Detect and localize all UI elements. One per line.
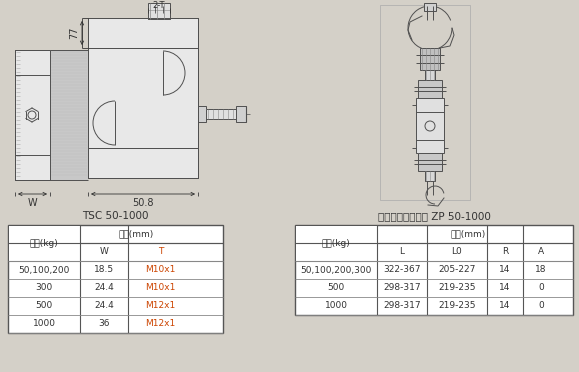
- Bar: [236, 106, 246, 122]
- Text: 18: 18: [535, 266, 547, 275]
- Bar: [50, 50, 88, 180]
- Text: W: W: [100, 247, 108, 257]
- Bar: [148, 3, 170, 19]
- Text: 容量(kg): 容量(kg): [321, 238, 350, 247]
- Bar: [236, 106, 246, 122]
- Bar: [295, 225, 573, 315]
- Text: 77: 77: [69, 27, 79, 39]
- Bar: [88, 18, 198, 178]
- Text: 50.8: 50.8: [132, 198, 154, 208]
- Bar: [416, 98, 444, 153]
- Bar: [418, 80, 442, 98]
- Bar: [88, 148, 198, 178]
- Text: 关节轴承式连接件 ZP 50-1000: 关节轴承式连接件 ZP 50-1000: [378, 211, 490, 221]
- Text: 14: 14: [499, 283, 511, 292]
- Bar: [88, 18, 198, 48]
- Bar: [148, 3, 170, 19]
- Bar: [8, 225, 223, 333]
- Text: 298-317: 298-317: [383, 283, 421, 292]
- Bar: [425, 70, 435, 80]
- Bar: [418, 80, 442, 98]
- Text: 容量(kg): 容量(kg): [30, 238, 58, 247]
- Bar: [198, 106, 206, 122]
- Text: 219-235: 219-235: [438, 301, 476, 311]
- Text: 14: 14: [499, 301, 511, 311]
- Text: 0: 0: [538, 301, 544, 311]
- Text: 298-317: 298-317: [383, 301, 421, 311]
- Bar: [416, 98, 444, 153]
- Text: 尺寸(mm): 尺寸(mm): [119, 230, 154, 238]
- Bar: [296, 226, 377, 261]
- Text: 18.5: 18.5: [94, 266, 114, 275]
- Bar: [380, 5, 470, 200]
- Bar: [424, 3, 436, 11]
- Text: 500: 500: [35, 301, 53, 311]
- Text: T: T: [158, 247, 163, 257]
- Text: 1000: 1000: [32, 320, 56, 328]
- Text: 2-T: 2-T: [153, 0, 165, 10]
- Bar: [88, 148, 198, 178]
- Text: 500: 500: [327, 283, 345, 292]
- Bar: [15, 50, 50, 180]
- Text: M10x1: M10x1: [145, 266, 175, 275]
- Text: M10x1: M10x1: [145, 283, 175, 292]
- Bar: [424, 3, 436, 11]
- Text: 219-235: 219-235: [438, 283, 476, 292]
- Text: 205-227: 205-227: [438, 266, 476, 275]
- Bar: [418, 153, 442, 171]
- Text: 24.4: 24.4: [94, 283, 114, 292]
- Bar: [420, 48, 440, 70]
- Text: 50,100,200,300: 50,100,200,300: [301, 266, 372, 275]
- Text: R: R: [502, 247, 508, 257]
- Text: 36: 36: [98, 320, 110, 328]
- Text: 尺寸(mm): 尺寸(mm): [450, 230, 486, 238]
- Text: 300: 300: [35, 283, 53, 292]
- Bar: [88, 48, 198, 148]
- Text: TSC 50-1000: TSC 50-1000: [82, 211, 149, 221]
- Bar: [295, 225, 573, 315]
- Text: 322-367: 322-367: [383, 266, 421, 275]
- Text: 24.4: 24.4: [94, 301, 114, 311]
- Bar: [418, 153, 442, 171]
- Bar: [425, 70, 435, 80]
- Bar: [206, 109, 236, 119]
- Bar: [425, 171, 435, 181]
- Text: 0: 0: [538, 283, 544, 292]
- Bar: [15, 50, 50, 180]
- Text: L0: L0: [452, 247, 463, 257]
- Bar: [206, 109, 236, 119]
- Text: L: L: [400, 247, 405, 257]
- Text: W: W: [27, 198, 37, 208]
- Text: 1000: 1000: [324, 301, 347, 311]
- Bar: [15, 50, 50, 180]
- Bar: [88, 48, 198, 148]
- Bar: [8, 225, 223, 333]
- Bar: [425, 171, 435, 181]
- Bar: [198, 106, 206, 122]
- Text: M12x1: M12x1: [145, 301, 175, 311]
- Bar: [88, 18, 198, 48]
- Text: 14: 14: [499, 266, 511, 275]
- Bar: [9, 226, 80, 261]
- Text: 50,100,200: 50,100,200: [19, 266, 69, 275]
- Text: M12x1: M12x1: [145, 320, 175, 328]
- Text: A: A: [538, 247, 544, 257]
- Bar: [420, 48, 440, 70]
